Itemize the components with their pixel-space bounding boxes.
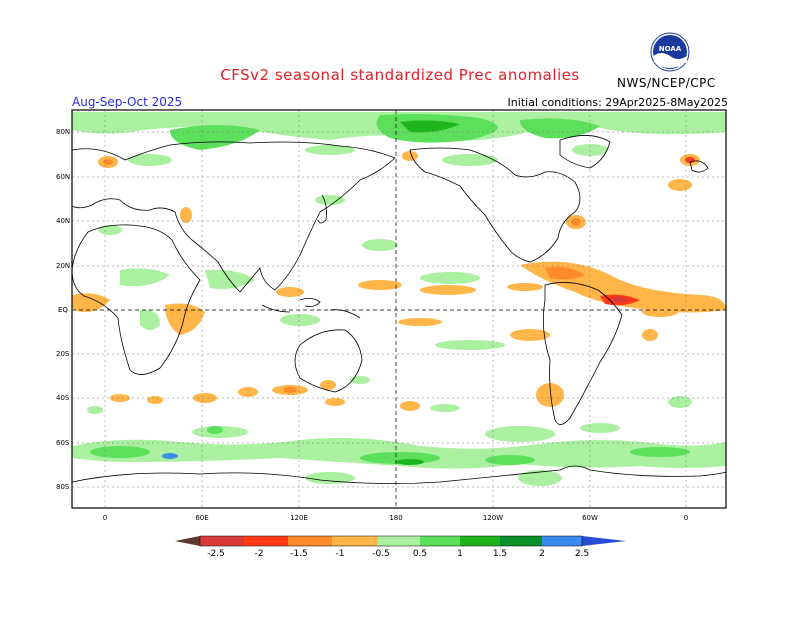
colorbar-segment (500, 536, 542, 546)
lat-axis: 80N 60N 40N 20N EQ 20S 40S 60S 80S (56, 128, 70, 491)
season-label: Aug-Sep-Oct 2025 (72, 95, 183, 109)
arctic-wet-greenland (520, 118, 600, 139)
colorbar-segment (244, 536, 288, 546)
coastlines (72, 135, 726, 484)
antarctica-outline (72, 465, 726, 484)
colorbar-segment (332, 536, 378, 546)
lon-tick: 180 (389, 514, 402, 522)
lon-tick: 0 (103, 514, 107, 522)
lon-tick: 60W (582, 514, 598, 522)
equator-dateline (72, 110, 726, 508)
lon-tick: 60E (195, 514, 208, 522)
lat-tick: 20N (56, 262, 70, 270)
arctic-wet-east (170, 125, 260, 150)
colorbar-segment (378, 536, 420, 546)
lat-tick: 40S (56, 394, 70, 402)
colorbar-segment (542, 536, 582, 546)
map-title: CFSv2 seasonal standardized Prec anomali… (220, 66, 580, 84)
lat-tick: 20S (56, 350, 70, 358)
australia-outline (294, 329, 363, 393)
svg-text:NOAA: NOAA (659, 45, 682, 53)
colorbar-label: -2 (255, 549, 264, 559)
tropical-africa-dry (72, 293, 110, 312)
colorbar-low-arrow (175, 536, 200, 546)
north-america-outline (409, 147, 581, 263)
colorbar-label: 0.5 (413, 549, 427, 559)
map-frame (71, 109, 727, 509)
colorbar-segment (200, 536, 244, 546)
colorbar-label: 2.5 (575, 549, 589, 559)
graticule (72, 110, 726, 508)
colorbar-segment (460, 536, 500, 546)
lat-tick: 40N (56, 217, 70, 225)
africa-outline (72, 224, 201, 375)
colorbar-label: -1 (336, 549, 345, 559)
colorbar-label: -0.5 (372, 549, 390, 559)
colorbar-high-arrow (582, 536, 626, 546)
colorbar-segment (420, 536, 460, 546)
lat-tick: 80S (56, 483, 70, 491)
colorbar-segment (288, 536, 332, 546)
colorbar-label: 2 (539, 549, 545, 559)
noaa-logo-icon: NOAA (650, 32, 690, 72)
lat-tick: 60S (56, 439, 70, 447)
eurasia-outline (72, 141, 396, 293)
initial-conditions-label: Initial conditions: 29Apr2025-8May2025 (507, 96, 728, 109)
colorbar-label: -2.5 (207, 549, 225, 559)
colorbar-label: -1.5 (290, 549, 308, 559)
anomaly-shading (72, 112, 726, 486)
colorbar-label: 1.5 (493, 549, 507, 559)
south-america-outline (542, 282, 623, 425)
lon-tick: 120E (290, 514, 308, 522)
lat-tick: EQ (58, 306, 68, 314)
lat-tick: 80N (56, 128, 70, 136)
org-label: NWS/NCEP/CPC (617, 76, 716, 90)
colorbar-label: 1 (457, 549, 463, 559)
lon-tick: 0 (684, 514, 688, 522)
lat-tick: 60N (56, 173, 70, 181)
lon-axis: 0 60E 120E 180 120W 60W 0 (103, 514, 688, 522)
colorbar: -2.5 -2 -1.5 -1 -0.5 0.5 1 1.5 2 2.5 (175, 535, 626, 559)
lon-tick: 120W (483, 514, 503, 522)
